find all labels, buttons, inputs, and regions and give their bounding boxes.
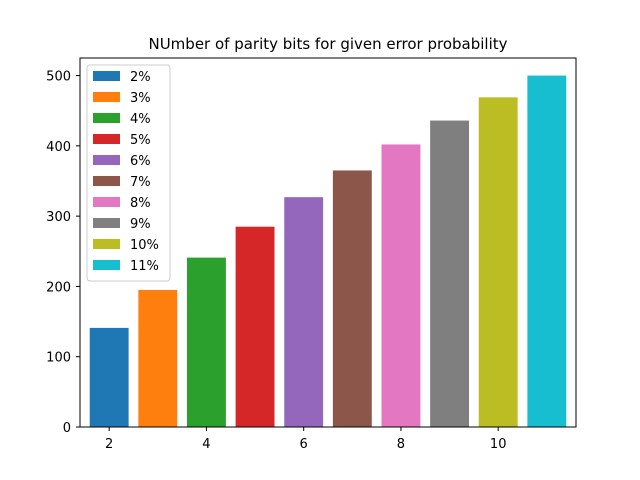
- chart-title: NUmber of parity bits for given error pr…: [148, 35, 507, 53]
- legend-label: 11%: [130, 259, 159, 274]
- legend: 2% 3% 4% 5% 6% 7% 8% 9% 10% 11%: [86, 64, 171, 282]
- legend-label: 5%: [130, 133, 151, 148]
- bar-2: [89, 327, 129, 427]
- legend-swatch: [93, 92, 120, 102]
- y-tick-label: 200: [46, 280, 71, 295]
- legend-swatch: [93, 197, 120, 207]
- legend-label: 2%: [130, 70, 151, 85]
- legend-swatch: [93, 176, 120, 186]
- x-tick-label: 4: [202, 437, 210, 452]
- legend-label: 7%: [130, 175, 151, 190]
- legend-label: 3%: [130, 91, 151, 106]
- legend-swatch: [93, 239, 120, 249]
- legend-label: 10%: [130, 238, 159, 253]
- x-tick-label: 8: [397, 437, 405, 452]
- bar-11: [527, 75, 567, 428]
- y-tick-label: 500: [46, 70, 71, 85]
- plot-frame: [79, 57, 577, 428]
- bar-5: [235, 226, 275, 427]
- legend-swatch: [93, 134, 120, 144]
- y-tick-label: 300: [46, 210, 71, 225]
- axes-group: 0 100 200 300 400 500 2 4 6 8 10: [46, 57, 577, 452]
- bar-4: [186, 257, 226, 427]
- legend-label: 4%: [130, 112, 151, 127]
- legend-label: 8%: [130, 196, 151, 211]
- bar-3: [138, 289, 178, 427]
- legend-swatch: [93, 71, 120, 81]
- bars-group: [89, 75, 567, 428]
- bar-10: [478, 97, 518, 428]
- legend-swatch: [93, 113, 120, 123]
- y-tick-label: 400: [46, 140, 71, 155]
- legend-label: 9%: [130, 217, 151, 232]
- x-tick-label: 2: [105, 437, 113, 452]
- x-tick-label: 10: [490, 437, 507, 452]
- bar-7: [332, 170, 372, 427]
- bar-6: [284, 197, 324, 427]
- y-tick-label: 0: [63, 421, 71, 436]
- x-tick-label: 6: [300, 437, 308, 452]
- legend-swatch: [93, 155, 120, 165]
- y-tick-label: 100: [46, 351, 71, 366]
- legend-swatch: [93, 218, 120, 228]
- bar-9: [430, 120, 470, 427]
- legend-label: 6%: [130, 154, 151, 169]
- bar-8: [381, 144, 421, 428]
- legend-swatch: [93, 260, 120, 270]
